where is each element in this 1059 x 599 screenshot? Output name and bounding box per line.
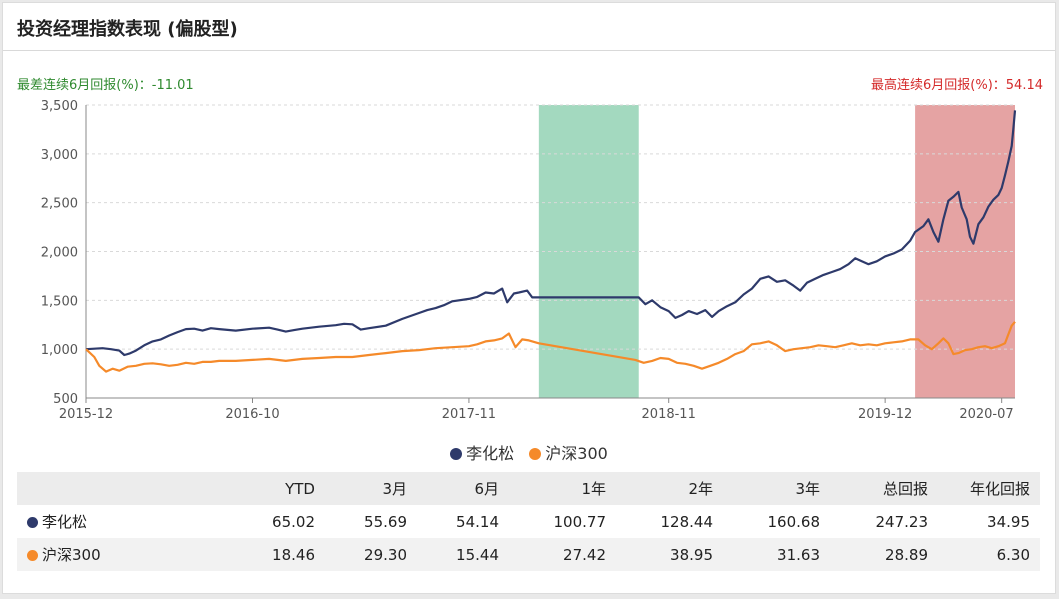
panel-header: 投资经理指数表现 (偏股型) <box>3 3 1055 51</box>
panel-title: 投资经理指数表现 (偏股型) <box>17 19 238 40</box>
header-3y: 3年 <box>795 480 820 498</box>
cell-2y: 128.44 <box>660 512 714 531</box>
cell-ytd: 65.02 <box>272 512 315 531</box>
row-dot-index <box>27 550 38 561</box>
cell-total: 28.89 <box>885 545 928 564</box>
worst_6m-band <box>538 105 639 398</box>
header-annualized: 年化回报 <box>969 480 1030 498</box>
header-ytd: YTD <box>285 479 315 498</box>
cell-1y: 27.42 <box>563 545 606 564</box>
y-tick-label: 2,500 <box>41 197 78 212</box>
header-name <box>17 472 187 505</box>
index-line <box>85 321 1016 373</box>
manager-line <box>85 110 1017 357</box>
header-3m: 3月 <box>382 480 407 498</box>
cell-6m: 54.14 <box>456 512 499 531</box>
legend-dot-index <box>529 448 542 460</box>
returns-table-header: YTD 3月 6月 1年 2年 3年 总回报 年化回报 <box>17 472 1040 505</box>
x-tick-label: 2020-07 <box>959 407 1013 422</box>
cell-total: 247.23 <box>875 512 929 531</box>
cell-3m: 55.69 <box>364 512 407 531</box>
cell-annualized: 6.30 <box>996 545 1030 564</box>
cell-ytd: 18.46 <box>272 545 315 564</box>
legend-dot-manager <box>450 448 463 460</box>
chart-legend: 李化松 沪深300 <box>3 440 1055 464</box>
x-tick-label: 2016-10 <box>225 407 279 422</box>
performance-line-chart: 500 1,000 1,500 2,000 2,500 3,000 3,500 2015-12… <box>41 99 1017 422</box>
cell-annualized: 34.95 <box>987 512 1030 531</box>
cell-1y: 100.77 <box>553 512 607 531</box>
row-name-cell: 李化松 <box>17 505 187 538</box>
x-tick-label: 2015-12 <box>59 407 113 422</box>
cell-3m: 29.30 <box>364 545 407 564</box>
header-1y: 1年 <box>581 480 606 498</box>
legend-label-manager: 李化松 <box>466 444 515 463</box>
returns-table: YTD 3月 6月 1年 2年 3年 总回报 年化回报 李化松 65.02 55… <box>17 472 1040 571</box>
cell-2y: 38.95 <box>670 545 713 564</box>
y-tick-label: 3,500 <box>41 99 78 114</box>
cell-3y: 160.68 <box>767 512 821 531</box>
row-dot-manager <box>27 517 38 528</box>
cell-3y: 31.63 <box>777 545 820 564</box>
header-total: 总回报 <box>882 480 928 498</box>
legend-label-index: 沪深300 <box>545 444 608 463</box>
row-name-index: 沪深300 <box>42 546 101 564</box>
y-tick-label: 500 <box>53 392 78 407</box>
table-row-manager: 李化松 65.02 55.69 54.14 100.77 128.44 160.… <box>17 505 1040 538</box>
y-tick-label: 1,000 <box>41 343 78 358</box>
cell-6m: 15.44 <box>456 545 499 564</box>
legend-item-manager[interactable]: 李化松 <box>450 440 514 464</box>
worst-6m-return: 最差连续6月回报(%)：-11.01 <box>17 78 194 93</box>
y-tick-label: 1,500 <box>41 294 78 309</box>
x-tick-label: 2018-11 <box>642 407 696 422</box>
best-6m-return: 最高连续6月回报(%)：54.14 <box>871 78 1043 93</box>
row-name-cell: 沪深300 <box>17 538 187 571</box>
legend-item-index[interactable]: 沪深300 <box>529 440 608 464</box>
header-6m: 6月 <box>474 480 499 498</box>
y-tick-label: 3,000 <box>41 148 78 163</box>
x-tick-label: 2017-11 <box>442 407 496 422</box>
y-tick-label: 2,000 <box>41 246 78 261</box>
row-name-manager: 李化松 <box>42 513 88 531</box>
table-row-index: 沪深300 18.46 29.30 15.44 27.42 38.95 31.6… <box>17 538 1040 571</box>
x-tick-label: 2019-12 <box>858 407 912 422</box>
header-2y: 2年 <box>688 480 713 498</box>
